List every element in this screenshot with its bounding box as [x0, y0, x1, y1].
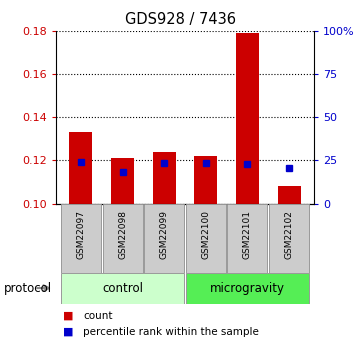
- Bar: [69, 132, 92, 204]
- Text: GSM22101: GSM22101: [243, 210, 252, 259]
- Text: GSM22097: GSM22097: [77, 210, 86, 259]
- Bar: [61, 204, 101, 273]
- Bar: [103, 204, 143, 273]
- Text: GSM22102: GSM22102: [284, 210, 293, 259]
- Text: percentile rank within the sample: percentile rank within the sample: [83, 327, 259, 337]
- Bar: [61, 273, 184, 304]
- Text: GDS928 / 7436: GDS928 / 7436: [125, 12, 236, 27]
- Bar: [236, 33, 259, 204]
- Bar: [227, 204, 268, 273]
- Bar: [153, 152, 176, 204]
- Bar: [278, 186, 301, 204]
- Bar: [186, 273, 309, 304]
- Text: GSM22098: GSM22098: [118, 210, 127, 259]
- Text: control: control: [102, 282, 143, 295]
- Text: count: count: [83, 311, 113, 321]
- Text: GSM22100: GSM22100: [201, 210, 210, 259]
- Text: ■: ■: [63, 311, 74, 321]
- Bar: [144, 204, 184, 273]
- Text: ■: ■: [63, 327, 74, 337]
- Text: microgravity: microgravity: [210, 282, 285, 295]
- Bar: [186, 204, 226, 273]
- Text: protocol: protocol: [4, 282, 52, 295]
- Bar: [269, 204, 309, 273]
- Text: GSM22099: GSM22099: [160, 210, 169, 259]
- Bar: [194, 156, 217, 204]
- Bar: [111, 158, 134, 204]
